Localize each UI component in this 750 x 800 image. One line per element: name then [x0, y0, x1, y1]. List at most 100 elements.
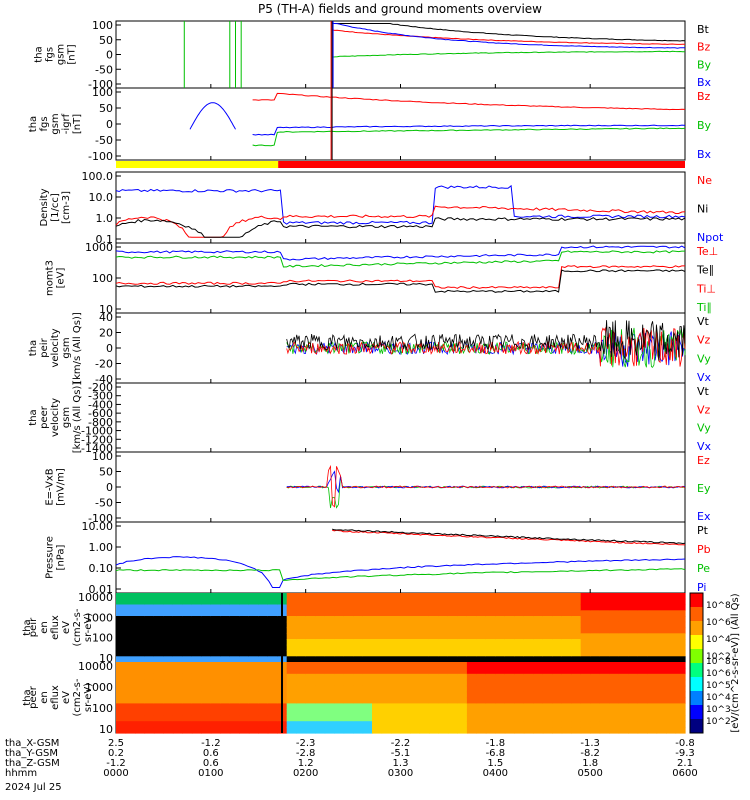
spectrogram-cell [523, 610, 534, 617]
spectrogram-cell [296, 656, 307, 663]
spectrogram-cell [324, 639, 335, 646]
spectrogram-cell [504, 627, 515, 634]
spectrogram-cell [305, 691, 316, 699]
spectrogram-cell [391, 709, 402, 716]
spectrogram-cell [125, 610, 136, 617]
spectrogram-cell [220, 691, 231, 699]
spectrogram-cell [258, 673, 269, 681]
spectrogram-cell [229, 644, 240, 652]
spectrogram-cell [248, 679, 259, 687]
spectrogram-cell [362, 616, 373, 623]
spectrogram-cell [561, 656, 572, 663]
spectrogram-cell [116, 616, 127, 623]
spectrogram-cell [580, 667, 591, 675]
spectrogram-cell [656, 598, 667, 606]
spectrogram-cell [580, 727, 591, 734]
spectrogram-cell [609, 593, 620, 600]
spectrogram-cell [533, 616, 544, 623]
spectrogram-cell [220, 610, 231, 617]
panel-6-ytick: -1000 [81, 425, 113, 438]
spectrogram-cell [258, 656, 269, 663]
spectrogram-cell [315, 679, 326, 687]
spectrogram-cell [334, 633, 345, 640]
spectrogram-cell [457, 650, 468, 657]
spectrogram-cell [248, 721, 259, 728]
spectrogram-cell [571, 685, 582, 693]
spectrogram-cell [334, 697, 345, 704]
xaxis-value: 0200 [293, 768, 318, 779]
spectrogram-cell [599, 667, 610, 675]
spectrogram-cell [457, 691, 468, 699]
spectrogram-cell [561, 715, 572, 722]
spectrogram-cell [637, 673, 648, 681]
spectrogram-cell [628, 679, 639, 687]
spectrogram-cell [609, 639, 620, 646]
spectrogram-cell [296, 633, 307, 640]
spectrogram-cell [372, 639, 383, 646]
spectrogram-cell [447, 627, 458, 634]
spectrogram-cell [286, 691, 297, 699]
spectrogram-cell [552, 697, 563, 704]
spectrogram-cell [201, 644, 212, 652]
spectrogram-cell [457, 616, 468, 623]
spectrogram-cell [135, 639, 146, 646]
spectrogram-cell [305, 709, 316, 716]
spectrogram-cell [580, 715, 591, 722]
spectrogram-cell [248, 685, 259, 693]
xaxis-value: -0.8 [675, 738, 695, 749]
spectrogram-cell [362, 667, 373, 675]
spectrogram-cell [571, 598, 582, 606]
spectrogram-cell [239, 598, 250, 606]
spectrogram-cell [438, 727, 449, 734]
spectrogram-cell [116, 627, 127, 634]
spectrogram-cell [220, 627, 231, 634]
panel-6-ylabel: gsm [61, 407, 72, 428]
spectrogram-cell [153, 703, 164, 710]
spectrogram-cell [229, 639, 240, 646]
spectrogram-cell [428, 667, 439, 675]
spectrogram-cell [267, 662, 278, 669]
colorbar-segment [690, 719, 703, 734]
spectrogram-cell [410, 679, 421, 687]
spectrogram-cell [220, 593, 231, 600]
spectrogram-cell [324, 644, 335, 652]
spectrogram-cell [135, 709, 146, 716]
spectrogram-cell [324, 703, 335, 710]
spectrogram-cell [476, 662, 487, 669]
spectrogram-cell [542, 610, 553, 617]
spectrogram-cell [191, 662, 202, 669]
spectrogram-cell [428, 679, 439, 687]
spectrogram-cell [571, 667, 582, 675]
spectrogram-cell [135, 627, 146, 634]
spectrogram-cell [637, 656, 648, 663]
panel-1-series-1 [332, 29, 685, 45]
spectrogram-cell [571, 727, 582, 734]
spectrogram-cell [135, 656, 146, 663]
spectrogram-cell [135, 598, 146, 606]
spectrogram-cell [391, 667, 402, 675]
spectrogram-cell [533, 727, 544, 734]
spectrogram-cell [267, 667, 278, 675]
spectrogram-cell [476, 633, 487, 640]
panel-5-series-2 [286, 326, 686, 367]
spectrogram-cell [647, 639, 658, 646]
spectrogram-cell [609, 691, 620, 699]
spectrogram-cell [495, 598, 506, 606]
spectrogram-cell [552, 610, 563, 617]
spectrogram-cell [172, 697, 183, 704]
spectrogram-cell [533, 667, 544, 675]
spectrogram-cell [447, 727, 458, 734]
spectrogram-cell [666, 621, 677, 629]
spectrogram-cell [552, 673, 563, 681]
spectrogram-cell [647, 703, 658, 710]
spectrogram-cell [514, 644, 525, 652]
spectrogram-cell [381, 610, 392, 617]
spectrogram-cell [163, 709, 174, 716]
spectrogram-cell [485, 673, 496, 681]
spectrogram-cell [571, 691, 582, 699]
spectrogram-cell [637, 703, 648, 710]
spectrogram-cell [590, 709, 601, 716]
spectrogram-cell [201, 685, 212, 693]
spectrogram-cell [191, 621, 202, 629]
spectrogram-cell [324, 662, 335, 669]
